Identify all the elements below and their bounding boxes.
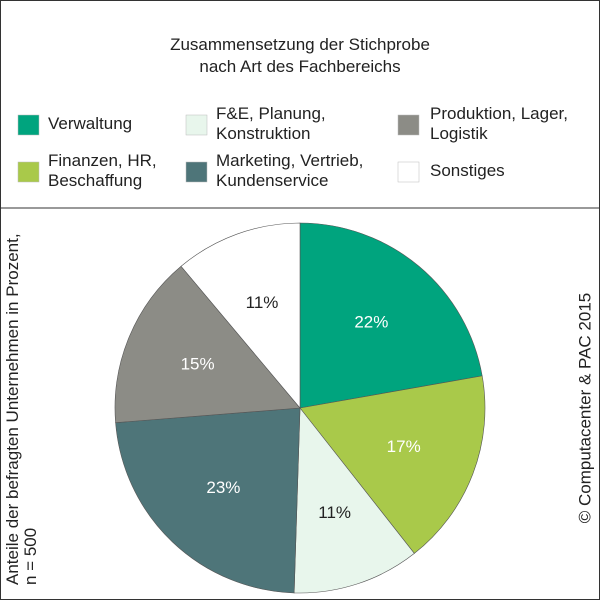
legend-swatch bbox=[185, 114, 208, 136]
legend-label: Marketing, Vertrieb, Kundenservice bbox=[216, 151, 363, 190]
pie-slice bbox=[299, 222, 483, 409]
value-label: 11% bbox=[318, 503, 351, 522]
value-label: 23% bbox=[206, 478, 240, 497]
chart-title: Zusammensetzung der Stichprobe nach Art d… bbox=[170, 35, 430, 76]
value-label: 15% bbox=[181, 355, 215, 374]
pie-slice bbox=[180, 222, 301, 409]
value-label: 17% bbox=[387, 437, 421, 456]
legend-label: Sonstiges bbox=[430, 161, 505, 180]
legend-swatch bbox=[397, 161, 420, 183]
legend-swatch bbox=[17, 114, 40, 136]
source: © Computacenter & PAC 2015 bbox=[575, 293, 594, 524]
legend-label: F&E, Planung, Konstruktion bbox=[216, 104, 326, 143]
pie-slice bbox=[114, 265, 301, 423]
pie-slice bbox=[299, 375, 486, 554]
legend-label: Produktion, Lager, Logistik bbox=[430, 104, 568, 143]
legend-swatch bbox=[185, 161, 208, 183]
legend-swatch bbox=[397, 114, 420, 136]
value-label: 11% bbox=[246, 293, 279, 312]
legend-label: Finanzen, HR, Beschaffung bbox=[48, 151, 157, 190]
pie-slice bbox=[115, 407, 301, 594]
legend-label: Verwaltung bbox=[48, 114, 132, 133]
value-label: 22% bbox=[354, 312, 388, 331]
y-label: Anteile der befragten Unternehmen in Pro… bbox=[3, 233, 40, 585]
pie-slice bbox=[293, 407, 415, 594]
legend-swatch bbox=[17, 161, 40, 183]
